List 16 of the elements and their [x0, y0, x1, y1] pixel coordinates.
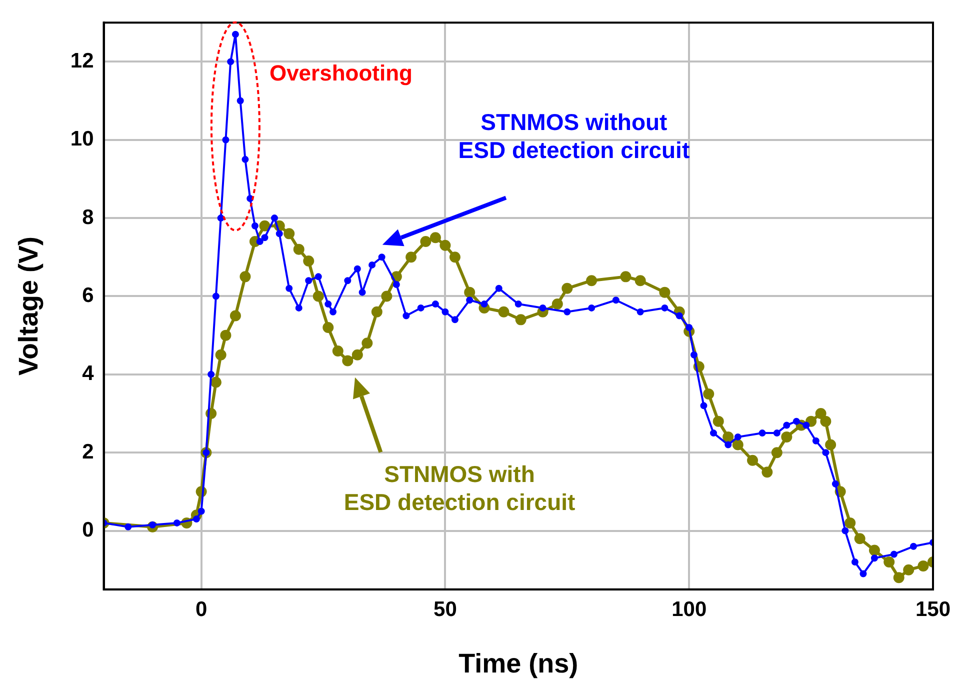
y-tick-label: 0 — [82, 518, 94, 542]
y-tick-label: 8 — [82, 206, 94, 229]
y-tick-label: 12 — [70, 49, 94, 72]
x-tick-label: 0 — [195, 598, 208, 621]
y-tick-label: 10 — [70, 128, 94, 151]
y-axis-title: Voltage (V) — [14, 236, 44, 376]
y-tick-label: 4 — [82, 362, 94, 386]
x-tick-label: 150 — [915, 598, 951, 621]
y-tick-label: 2 — [82, 440, 94, 464]
annotation: Overshooting — [269, 60, 412, 86]
x-tick-label: 100 — [672, 598, 707, 621]
x-axis-title: Time (ns) — [458, 648, 578, 678]
text: STNMOS without ESD detection circuit — [458, 109, 690, 164]
text: STNMOS with ESD detection circuit — [344, 460, 576, 515]
x-tick-label: 50 — [434, 598, 457, 621]
y-tick-label: 6 — [82, 284, 94, 308]
